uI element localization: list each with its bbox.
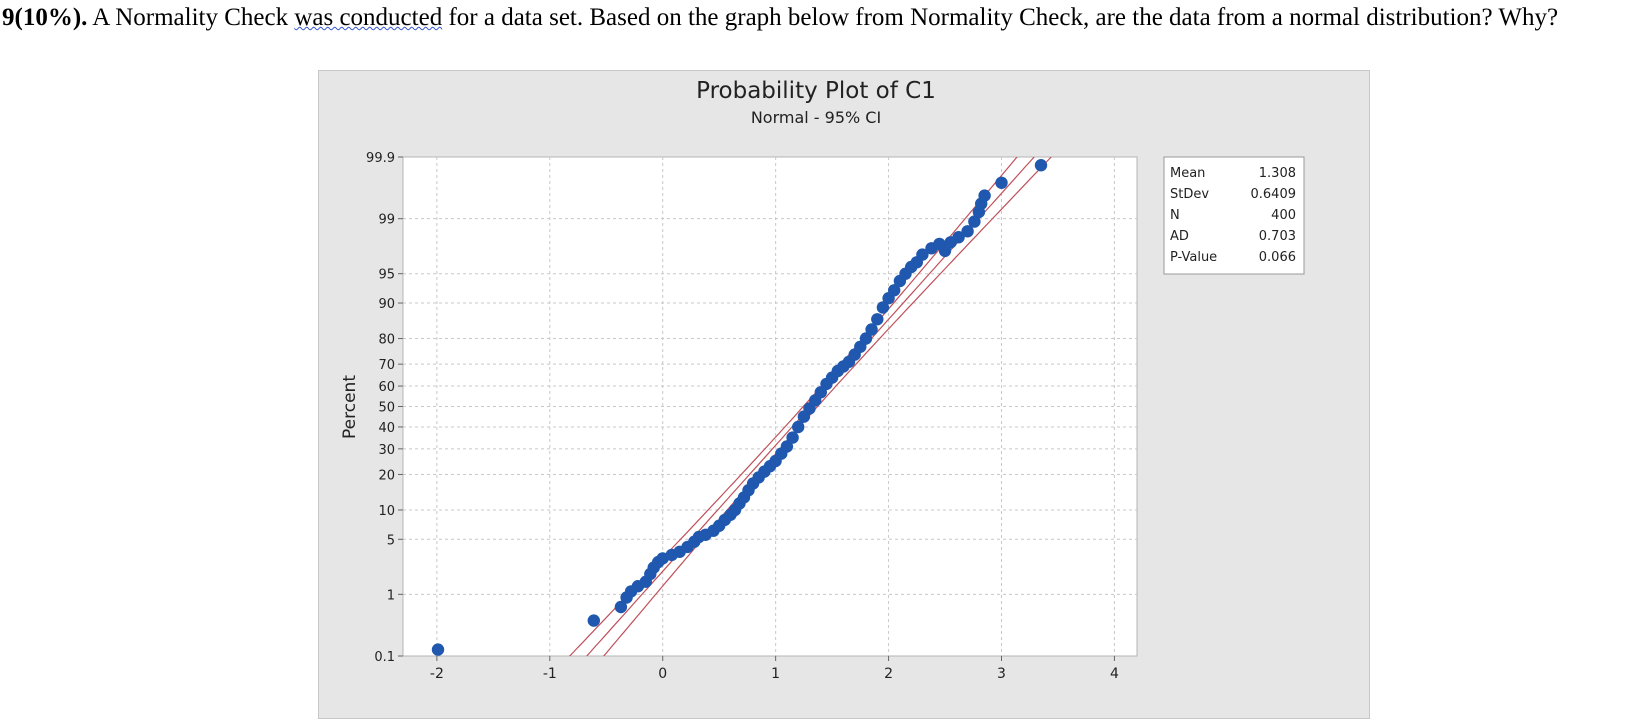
data-point	[961, 225, 974, 238]
y-tick-label: 20	[378, 468, 395, 483]
stats-box-frame	[1163, 156, 1305, 275]
question-text-after: for a data set. Based on the graph below…	[442, 4, 1559, 31]
stats-value: 400	[1271, 208, 1296, 223]
x-tick-label: 3	[997, 666, 1006, 682]
data-point	[865, 323, 878, 336]
y-tick-label: 80	[378, 333, 395, 348]
data-point	[968, 215, 981, 228]
chart-subtitle: Normal - 95% CI	[751, 108, 881, 127]
data-point	[978, 189, 991, 202]
x-tick-label: 0	[658, 666, 667, 682]
data-point	[614, 600, 628, 614]
ci-lower-line	[603, 157, 1052, 656]
data-point	[859, 332, 873, 345]
x-tick-label: 4	[1110, 666, 1119, 682]
data-point	[587, 614, 600, 627]
stats-value: 0.703	[1259, 229, 1296, 244]
y-tick-label: 5	[387, 533, 395, 548]
y-tick-label: 1	[387, 588, 395, 603]
x-tick-label: 2	[884, 666, 893, 682]
probability-plot-svg: Probability Plot of C1 Normal - 95% CI -…	[340, 78, 1305, 682]
probability-plot-figure: Probability Plot of C1 Normal - 95% CI -…	[318, 70, 1370, 719]
x-tick-label: -1	[543, 666, 557, 682]
y-tick-label: 10	[378, 504, 395, 519]
chart-title: Probability Plot of C1	[696, 78, 936, 104]
y-tick-label: 0.1	[374, 650, 395, 665]
data-point	[995, 176, 1008, 189]
data-point	[952, 231, 965, 244]
question-number: 9(10%).	[2, 4, 88, 31]
data-point	[871, 313, 884, 326]
y-tick-label: 30	[378, 443, 395, 458]
y-tick-label: 50	[378, 401, 395, 416]
stats-label: Mean	[1170, 166, 1205, 181]
y-tick-label: 99	[378, 213, 395, 228]
tick-labels-layer: -2 -1 0 1 2 3 4 0.1 1 5 10 20 30 40 50 60 70 80 90 95 99 99.9	[366, 151, 1119, 682]
grid-layer	[403, 157, 1137, 656]
y-tick-label: 40	[378, 421, 395, 436]
stats-legend-box: Mean 1.308 StDev 0.6409 N 400 AD 0.703 P-Value 0.…	[1163, 156, 1305, 275]
question-text-before: A Normality Check	[87, 4, 295, 31]
data-point	[786, 431, 799, 444]
x-tick-label: -2	[430, 666, 444, 682]
y-axis-label: Percent	[340, 375, 360, 439]
x-tick-label: 1	[771, 666, 780, 682]
question-text-underlined: was conducted	[294, 4, 443, 31]
stats-value: 0.6409	[1251, 187, 1297, 202]
stats-label: N	[1170, 208, 1180, 223]
y-tick-label: 99.9	[366, 151, 395, 166]
stats-value: 0.066	[1259, 250, 1296, 265]
data-point	[780, 440, 794, 453]
y-tick-label: 95	[378, 268, 395, 283]
data-point	[916, 248, 929, 261]
data-point	[876, 301, 890, 314]
stats-value: 1.308	[1259, 166, 1296, 181]
data-points-layer	[431, 159, 1048, 656]
y-tick-label: 70	[378, 358, 395, 373]
data-point	[431, 643, 445, 656]
y-tick-label: 90	[378, 297, 395, 312]
y-tick-label: 60	[378, 380, 395, 395]
data-point	[792, 420, 805, 434]
question-text: 9(10%). A Normality Check was conducted …	[2, 2, 1630, 34]
data-point	[1034, 159, 1048, 172]
stats-label: AD	[1170, 229, 1189, 244]
stats-label: StDev	[1170, 187, 1209, 202]
stats-label: P-Value	[1170, 250, 1217, 265]
data-point	[888, 284, 901, 297]
